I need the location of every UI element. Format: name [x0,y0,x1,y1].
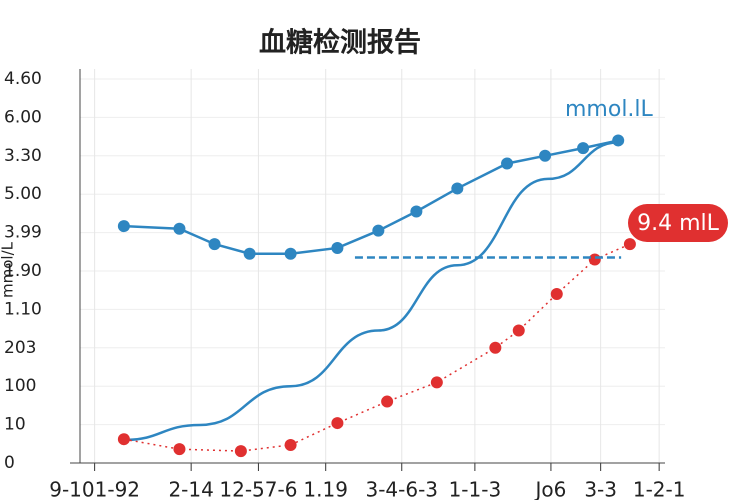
point [612,134,625,147]
point [451,182,464,195]
point [173,222,186,235]
y-tick-label: 0 [4,453,15,473]
x-tick-label: 1-2-1 [633,478,686,500]
y-tick-label: 10 [4,415,26,435]
annotation-box [628,204,728,242]
annotation: 9.4 mlL [637,211,720,236]
annotation: mmol.lL [565,97,654,122]
y-tick-label: 3.30 [4,146,42,166]
point [117,220,130,233]
point [284,247,297,260]
chart-title: 血糖检测报告 [259,27,421,59]
point [550,288,563,301]
y-tick-label: 1.90 [4,261,42,281]
x-tick-label: 3-4-6-3 [365,478,438,500]
x-tick-label: 1.19 [303,478,348,500]
y-tick-label: 6.00 [4,107,42,127]
y-tick-label: 3.99 [4,223,42,243]
point [234,445,247,458]
point [489,341,502,354]
point [117,433,130,446]
point [372,224,385,237]
point [623,238,636,251]
x-tick-label: 9-101-92 [49,478,140,500]
point [243,247,256,260]
y-tick-label: 1.10 [4,299,42,319]
point [430,376,443,389]
x-tick-label: 3-3 [584,478,617,500]
x-tick-label: 2-14 [168,478,213,500]
y-tick-label: 4.60 [4,69,42,89]
point [173,443,186,456]
point [577,142,590,155]
point [539,149,552,162]
x-tick-label: Jo6 [533,478,566,500]
point [381,395,394,408]
point [284,438,297,451]
point [588,253,601,266]
series-line [123,141,619,442]
x-tick-label: 12-57-6 [219,478,297,500]
y-tick-label: 5.00 [4,184,42,204]
point [208,238,221,251]
series-line [123,243,631,452]
y-axis-label: mmol/L [0,241,17,298]
point [410,205,423,218]
point [512,324,525,337]
point [501,157,514,170]
y-tick-label: 203 [4,338,36,358]
x-tick-label: 1-1-3 [449,478,502,500]
point [331,417,344,430]
point [331,241,344,254]
y-tick-label: 100 [4,376,36,396]
